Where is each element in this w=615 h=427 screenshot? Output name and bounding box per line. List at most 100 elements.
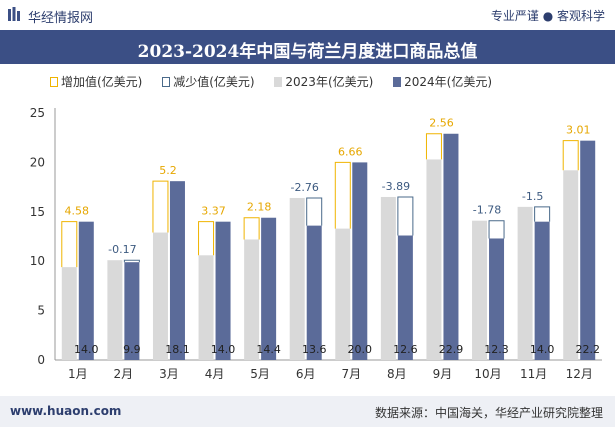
bar-2023 (244, 239, 260, 360)
bar-2024 (443, 133, 459, 360)
legend-2024: 2024年(亿美元) (393, 73, 492, 90)
x-tick-label: 3月 (159, 367, 179, 381)
bar-2024-value-label: 18.1 (165, 343, 190, 356)
bar-2024-value-label: 14.0 (530, 343, 555, 356)
y-tick-label: 25 (30, 106, 45, 120)
bar-2024-value-label: 12.6 (393, 343, 418, 356)
bar-2024-value-label: 13.6 (302, 343, 327, 356)
increase-value-label: 3.37 (201, 205, 226, 218)
x-tick-label: 6月 (296, 367, 316, 381)
bar-2024 (352, 162, 368, 360)
legend-decrease-swatch (162, 77, 171, 87)
bar-2024 (580, 140, 596, 360)
legend-2023-swatch (274, 77, 283, 87)
chart-legend: 增加值(亿美元) 减少值(亿美元) 2023年(亿美元) 2024年(亿美元) (50, 73, 508, 90)
increase-box (152, 180, 169, 233)
bar-chart: 0 5 10 15 20 25 4.58 14.0 1月 -0.17 9.9 2月 5.2 18.1 3月 3… (30, 106, 602, 381)
bar-2023 (335, 228, 351, 360)
bar-2024 (78, 221, 94, 360)
increase-box (243, 217, 260, 240)
increase-box (61, 221, 78, 268)
increase-box (425, 133, 442, 160)
decrease-value-label: -0.17 (108, 243, 136, 256)
increase-box (198, 221, 215, 256)
bar-2023 (152, 232, 168, 360)
bar-2024-value-label: 12.3 (484, 343, 509, 356)
y-tick-label: 15 (30, 205, 45, 219)
y-tick-label: 20 (30, 155, 45, 169)
x-tick-label: 4月 (205, 367, 225, 381)
x-tick-label: 11月 (520, 367, 547, 381)
bar-2024-value-label: 14.0 (74, 343, 99, 356)
decrease-box (534, 206, 551, 222)
tagline: 专业严谨 ● 客观科学 (490, 9, 605, 23)
decrease-value-label: -2.76 (290, 181, 318, 194)
bar-2023 (472, 220, 488, 360)
decrease-box (397, 196, 414, 236)
bar-2024 (489, 238, 505, 360)
bar-2023 (563, 170, 579, 360)
chart-title: 2023-2024年中国与荷兰月度进口商品总值 (137, 42, 478, 62)
bar-2024-value-label: 9.9 (123, 343, 141, 356)
legend-increase-swatch (50, 77, 58, 87)
legend-decrease-label: 减少值(亿美元) (173, 75, 255, 89)
increase-box (334, 161, 351, 229)
bar-2023 (517, 206, 533, 360)
legend-2024-swatch (393, 77, 402, 87)
decrease-box (123, 259, 140, 263)
bar-2024 (124, 262, 140, 360)
legend-2024-label: 2024年(亿美元) (404, 75, 493, 89)
bar-2023 (61, 267, 77, 360)
footer-source: 数据来源：中国海关，华经产业研究院整理 (374, 406, 603, 420)
increase-value-label: 2.56 (429, 117, 454, 130)
bar-2023 (107, 260, 123, 360)
decrease-value-label: -3.89 (382, 180, 410, 193)
bar-2024-value-label: 14.0 (211, 343, 236, 356)
decrease-box (306, 197, 323, 226)
bar-2024-value-label: 14.4 (256, 343, 281, 356)
legend-decrease: 减少值(亿美元) (162, 73, 255, 90)
bar-2024 (306, 225, 322, 360)
x-tick-label: 12月 (566, 367, 593, 381)
brand-name: 华经情报网 (28, 11, 94, 26)
bar-2024 (534, 221, 550, 360)
decrease-value-label: -1.5 (522, 190, 543, 203)
footer-bar: www.huaon.com 数据来源：中国海关，华经产业研究院整理 (0, 396, 615, 427)
brand-logo-icon (8, 7, 20, 21)
x-tick-label: 10月 (474, 367, 501, 381)
x-tick-label: 9月 (433, 367, 453, 381)
footer-site: www.huaon.com (10, 404, 122, 418)
x-tick-label: 5月 (250, 367, 270, 381)
bar-2024 (397, 235, 413, 360)
increase-value-label: 2.18 (247, 201, 272, 214)
x-tick-label: 8月 (387, 367, 407, 381)
x-tick-label: 2月 (114, 367, 134, 381)
bar-2024-value-label: 20.0 (348, 343, 373, 356)
y-tick-label: 5 (37, 304, 45, 318)
legend-2023-label: 2023年(亿美元) (285, 75, 374, 89)
increase-value-label: 4.58 (65, 205, 90, 218)
bar-2024-value-label: 22.2 (575, 343, 600, 356)
bar-2023 (289, 197, 305, 360)
decrease-value-label: -1.78 (473, 204, 501, 217)
legend-increase-label: 增加值(亿美元) (61, 75, 143, 89)
increase-value-label: 3.01 (566, 124, 591, 137)
decrease-box (488, 220, 505, 239)
bar-2024 (261, 217, 277, 360)
legend-increase: 增加值(亿美元) (50, 73, 142, 90)
title-bar: 2023-2024年中国与荷兰月度进口商品总值 (0, 30, 615, 64)
increase-box (562, 140, 579, 171)
bar-2024-value-label: 22.9 (439, 343, 464, 356)
bar-2023 (426, 159, 442, 360)
bar-2023 (380, 196, 396, 360)
x-tick-label: 7月 (341, 367, 361, 381)
y-tick-label: 0 (37, 353, 45, 367)
x-tick-label: 1月 (68, 367, 88, 381)
increase-value-label: 5.2 (159, 164, 177, 177)
y-tick-label: 10 (30, 254, 45, 268)
top-bar: 华经情报网 专业严谨 ● 客观科学 (0, 0, 615, 30)
bar-2024 (215, 221, 231, 360)
bar-2024 (169, 181, 185, 360)
bar-2023 (198, 255, 214, 360)
